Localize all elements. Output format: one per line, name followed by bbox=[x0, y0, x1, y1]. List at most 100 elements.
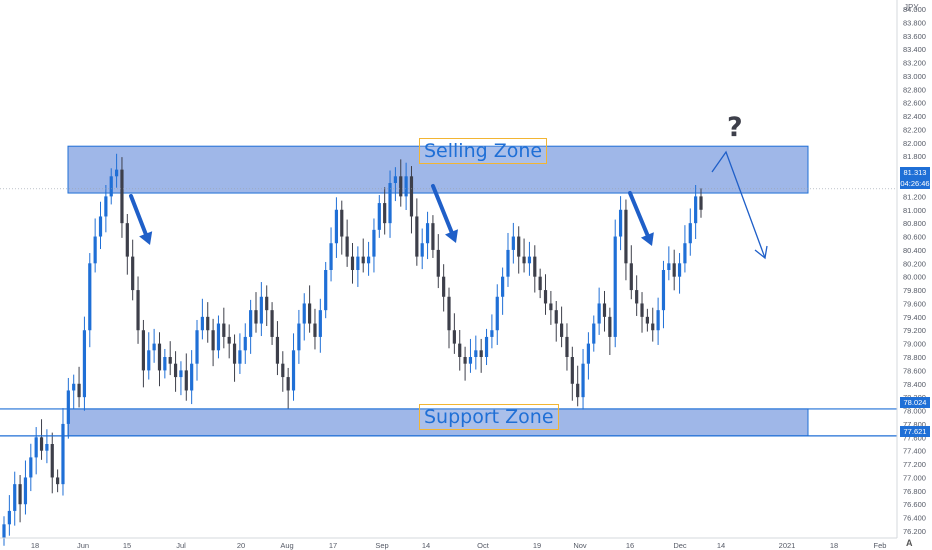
price-axis[interactable]: 76.200 76.400 76.600 76.800 77.000 77.200 77.4… bbox=[896, 0, 926, 538]
candle-body bbox=[109, 176, 113, 197]
projection-arrow bbox=[711, 150, 768, 260]
y-tick-label: 78.600 bbox=[903, 366, 926, 375]
question-mark: ? bbox=[727, 112, 743, 143]
y-tick-label: 78.800 bbox=[903, 353, 926, 362]
candle-body bbox=[645, 316, 649, 324]
x-tick-label: 18 bbox=[31, 541, 39, 550]
candle-body bbox=[366, 256, 371, 264]
candle-body bbox=[399, 176, 403, 197]
y-tick-label: 78.400 bbox=[903, 380, 926, 389]
x-tick-label: Dec bbox=[673, 541, 687, 550]
current-price-tag: 81.313 bbox=[900, 167, 930, 178]
y-tick-label: 82.200 bbox=[903, 125, 926, 134]
down-arrow-2 bbox=[431, 184, 459, 243]
candle-body bbox=[114, 169, 119, 177]
candle-body bbox=[425, 223, 430, 244]
candle-body bbox=[420, 243, 424, 257]
candle-body bbox=[576, 383, 580, 398]
candle-body bbox=[291, 350, 296, 391]
candle-body bbox=[554, 310, 558, 324]
tradingview-watermark: A bbox=[906, 538, 913, 548]
y-tick-label: 77.800 bbox=[903, 420, 926, 429]
candle-body bbox=[409, 176, 414, 217]
candle-body bbox=[72, 383, 76, 391]
candle-body bbox=[227, 336, 231, 344]
candle-body bbox=[436, 249, 440, 277]
y-tick-label: 79.000 bbox=[903, 340, 926, 349]
y-tick-label: 79.800 bbox=[903, 286, 926, 295]
candle-body bbox=[345, 236, 349, 257]
y-tick-label: 78.000 bbox=[903, 407, 926, 416]
x-tick-label: 2021 bbox=[779, 541, 796, 550]
candle-body bbox=[361, 256, 365, 264]
candle-body bbox=[372, 229, 376, 257]
y-tick-label: 80.000 bbox=[903, 273, 926, 282]
y-tick-label: 77.400 bbox=[903, 447, 926, 456]
candle-body bbox=[442, 276, 446, 297]
candle-body bbox=[173, 363, 178, 378]
x-tick-label: Sep bbox=[375, 541, 388, 550]
y-tick-label: 77.200 bbox=[903, 460, 926, 469]
y-tick-label: 82.000 bbox=[903, 139, 926, 148]
y-tick-label: 80.400 bbox=[903, 246, 926, 255]
x-tick-label: Jul bbox=[176, 541, 186, 550]
candle-body bbox=[45, 444, 49, 451]
candle-body bbox=[2, 524, 6, 538]
x-tick-label: 18 bbox=[830, 541, 838, 550]
candle-body bbox=[694, 196, 698, 224]
candle-body bbox=[501, 276, 505, 297]
candle-body bbox=[147, 350, 151, 371]
candle-body bbox=[206, 316, 210, 331]
x-tick-label: Nov bbox=[573, 541, 587, 550]
candle-body bbox=[602, 303, 607, 317]
support-lower-tag: 77.621 bbox=[900, 426, 930, 437]
y-tick-label: 83.600 bbox=[903, 32, 926, 41]
candle-body bbox=[651, 323, 655, 331]
y-tick-label: 80.800 bbox=[903, 219, 926, 228]
y-tick-label: 76.400 bbox=[903, 514, 926, 523]
selling-zone-label: Selling Zone bbox=[419, 138, 548, 164]
candle-body bbox=[350, 256, 355, 270]
candle-body bbox=[179, 370, 183, 378]
candle-body bbox=[592, 323, 596, 344]
candle-body bbox=[538, 276, 542, 291]
candle-body bbox=[141, 330, 145, 371]
candle-body bbox=[136, 290, 140, 331]
y-tick-label: 76.800 bbox=[903, 487, 926, 496]
time-axis[interactable]: 18 Jun 15 Jul 20 Aug 17 Sep 14 Oct 19 Nov 16 Dec 14 202… bbox=[0, 537, 897, 550]
x-tick-label: 19 bbox=[533, 541, 541, 550]
x-tick-label: 20 bbox=[237, 541, 245, 550]
candle-body bbox=[313, 323, 317, 337]
y-tick-label: 77.000 bbox=[903, 473, 926, 482]
candle-body bbox=[618, 209, 623, 237]
candle-body bbox=[356, 256, 360, 270]
candle-body bbox=[13, 484, 17, 511]
candle-body bbox=[297, 323, 301, 351]
x-tick-label: 14 bbox=[422, 541, 430, 550]
currency-label: JPY bbox=[904, 3, 919, 12]
x-tick-label: Jun bbox=[77, 541, 89, 550]
y-tick-label: 83.400 bbox=[903, 45, 926, 54]
candle-body bbox=[527, 256, 532, 264]
candle-body bbox=[431, 223, 435, 250]
y-tick-label: 76.600 bbox=[903, 500, 926, 509]
candle-body bbox=[324, 270, 328, 311]
candle-body bbox=[468, 357, 473, 364]
horizontal-levels bbox=[0, 188, 897, 437]
candle-body bbox=[238, 350, 242, 364]
support-zone-label: Support Zone bbox=[419, 404, 559, 430]
candle-body bbox=[484, 336, 489, 357]
candle-body bbox=[77, 383, 81, 398]
candle-body bbox=[232, 343, 237, 364]
candle-body bbox=[195, 330, 199, 364]
candle-body bbox=[157, 343, 162, 371]
y-tick-label: 83.200 bbox=[903, 59, 926, 68]
y-tick-label: 80.600 bbox=[903, 233, 926, 242]
candle-body bbox=[18, 484, 22, 505]
y-tick-label: 81.200 bbox=[903, 192, 926, 201]
candle-body bbox=[131, 256, 135, 291]
candle-body bbox=[34, 437, 38, 458]
candle-body bbox=[29, 457, 33, 478]
candle-body bbox=[184, 370, 188, 391]
